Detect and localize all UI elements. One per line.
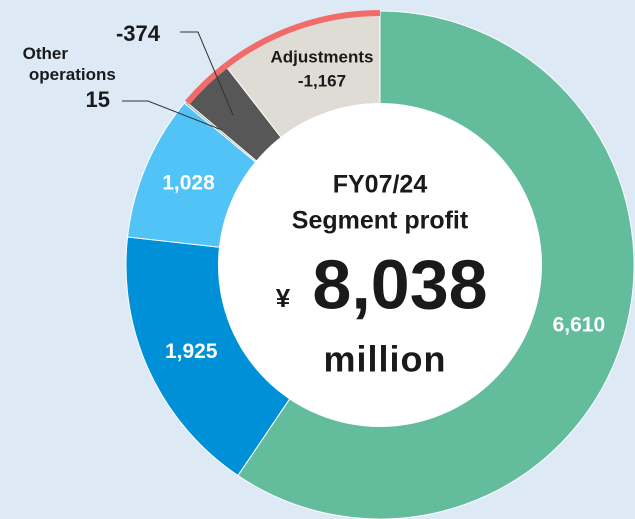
donut-hole <box>218 103 542 427</box>
center-unit: million <box>324 339 447 380</box>
negative-indicator <box>184 63 228 105</box>
data-label: 1,028 <box>162 171 215 194</box>
negative-indicator <box>223 10 380 69</box>
data-label: -1,167 <box>298 71 346 90</box>
segment-name: Adjustments <box>271 47 374 66</box>
leader-line <box>180 31 234 116</box>
center-currency: ¥ <box>276 283 291 313</box>
data-label: 1,925 <box>165 340 218 363</box>
center-title: FY07/24 <box>333 171 428 199</box>
data-label: 6,610 <box>553 313 606 336</box>
center-subtitle: Segment profit <box>292 207 469 235</box>
data-label: -374 <box>116 21 161 46</box>
segment-name: Other operations <box>23 44 116 84</box>
leader-line <box>122 100 223 131</box>
data-label: 15 <box>86 87 110 112</box>
center-total: 8,038 <box>312 245 487 323</box>
